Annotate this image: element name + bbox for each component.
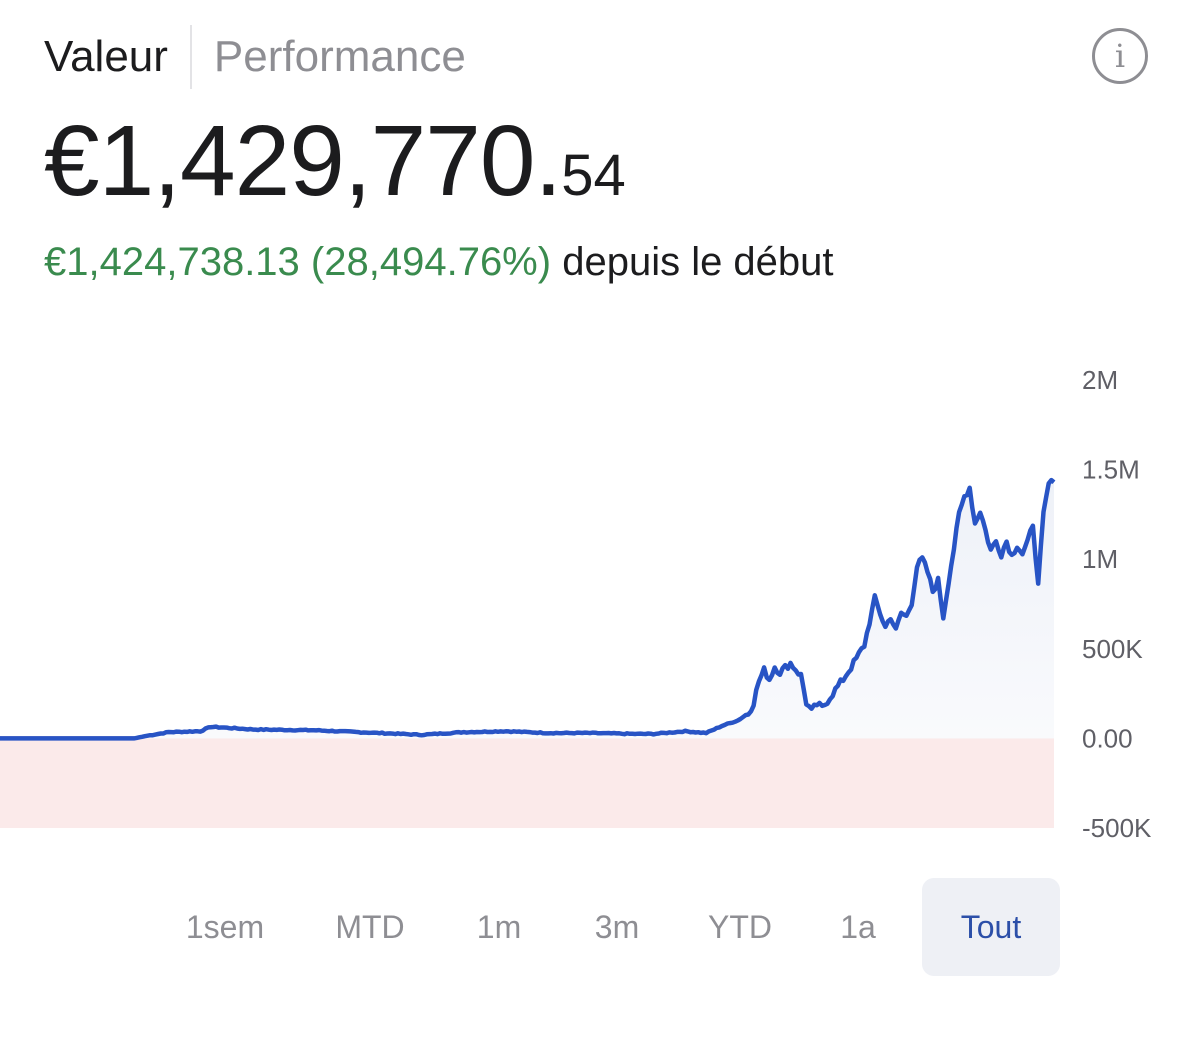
y-tick-label: 500K [1082, 634, 1143, 664]
y-tick-label: 2M [1082, 365, 1118, 395]
portfolio-value-main: €1,429,770. [44, 105, 562, 217]
gain-amount: €1,424,738.13 (28,494.76%) [44, 240, 552, 284]
y-tick-label: 0.00 [1082, 723, 1133, 753]
since-label: depuis le début [562, 240, 834, 284]
range-tout[interactable]: Tout [922, 878, 1060, 976]
range-ytd[interactable]: YTD [708, 909, 772, 945]
negative-region [0, 738, 1054, 828]
tab-performance[interactable]: Performance [213, 32, 466, 81]
range-mtd[interactable]: MTD [335, 909, 405, 945]
portfolio-value-cents: 54 [561, 143, 626, 208]
series-line [0, 477, 1056, 741]
info-button[interactable]: i [1092, 28, 1148, 84]
view-tabs: Valeur Performance [44, 24, 466, 90]
value-chart[interactable]: 2M 1.5M 1M 500K 0.00 -500K [0, 350, 1200, 850]
range-1sem[interactable]: 1sem [185, 909, 265, 945]
y-tick-label: -500K [1082, 813, 1152, 843]
time-range-selector: 1sem MTD 1m 3m YTD 1a Tout [160, 878, 1060, 976]
y-tick-label: 1M [1082, 544, 1118, 574]
tab-valeur[interactable]: Valeur [44, 32, 168, 81]
range-3m[interactable]: 3m [594, 909, 640, 945]
portfolio-value: €1,429,770.54 [44, 104, 626, 219]
positive-area [0, 480, 1054, 739]
info-icon: i [1114, 37, 1126, 75]
portfolio-change: €1,424,738.13 (28,494.76%) depuis le déb… [44, 240, 834, 285]
y-tick-label: 1.5M [1082, 455, 1140, 485]
range-1m[interactable]: 1m [476, 909, 522, 945]
range-1a[interactable]: 1a [840, 909, 876, 945]
tab-divider [189, 25, 192, 89]
